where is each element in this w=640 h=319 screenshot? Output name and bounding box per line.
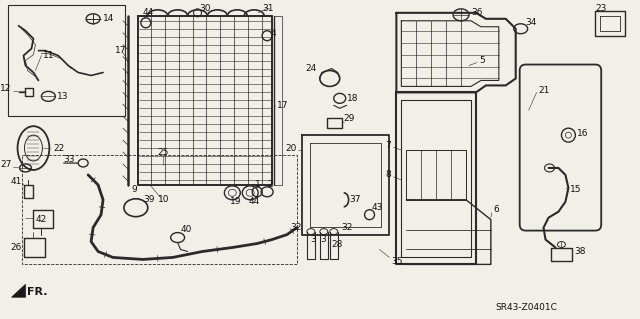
Text: 23: 23 [595, 4, 607, 13]
Text: 25: 25 [157, 148, 168, 157]
Text: 1: 1 [255, 180, 261, 189]
Text: 39: 39 [143, 195, 154, 204]
Text: 6: 6 [494, 205, 500, 214]
Text: 41: 41 [10, 177, 22, 186]
Text: 18: 18 [347, 94, 358, 103]
Text: 11: 11 [44, 51, 55, 60]
Text: 38: 38 [574, 247, 586, 256]
Text: 30: 30 [200, 4, 211, 13]
Text: 9: 9 [131, 185, 137, 194]
Text: 32: 32 [342, 223, 353, 232]
Text: 36: 36 [471, 8, 483, 17]
Text: 33: 33 [63, 155, 75, 165]
Text: 10: 10 [157, 195, 169, 204]
Text: 8: 8 [386, 170, 392, 179]
Text: 32: 32 [291, 223, 302, 232]
Text: 44: 44 [143, 8, 154, 17]
Text: 31: 31 [262, 4, 274, 13]
Polygon shape [12, 284, 26, 297]
Text: 5: 5 [479, 56, 484, 65]
Text: 37: 37 [349, 195, 361, 204]
Text: 3: 3 [320, 235, 326, 244]
Text: 19: 19 [230, 197, 242, 206]
Text: 12: 12 [0, 84, 12, 93]
Text: 22: 22 [53, 144, 65, 152]
Text: 4: 4 [270, 29, 276, 38]
Text: 17: 17 [115, 46, 127, 55]
Text: FR.: FR. [28, 287, 48, 297]
Text: 35: 35 [392, 257, 403, 266]
Text: 27: 27 [0, 160, 12, 169]
Text: 20: 20 [285, 144, 297, 152]
Text: SR43-Z0401C: SR43-Z0401C [496, 303, 557, 312]
Text: 7: 7 [386, 141, 392, 150]
Text: 24: 24 [305, 64, 317, 73]
Text: 44: 44 [248, 197, 259, 206]
Text: 15: 15 [570, 185, 582, 194]
Text: 28: 28 [332, 240, 343, 249]
Text: 16: 16 [577, 129, 589, 138]
Text: 13: 13 [58, 92, 69, 101]
Text: 34: 34 [525, 18, 537, 27]
Bar [274, 16, 282, 185]
Text: 21: 21 [539, 86, 550, 95]
Text: 43: 43 [372, 203, 383, 212]
Text: 2: 2 [267, 180, 273, 189]
Text: 42: 42 [35, 215, 47, 224]
Text: 3: 3 [310, 235, 316, 244]
Bar [8, 5, 125, 116]
Text: 17: 17 [277, 101, 289, 110]
Text: 29: 29 [344, 114, 355, 123]
Text: 40: 40 [180, 225, 192, 234]
Text: 14: 14 [103, 14, 115, 23]
Text: 26: 26 [10, 243, 22, 252]
